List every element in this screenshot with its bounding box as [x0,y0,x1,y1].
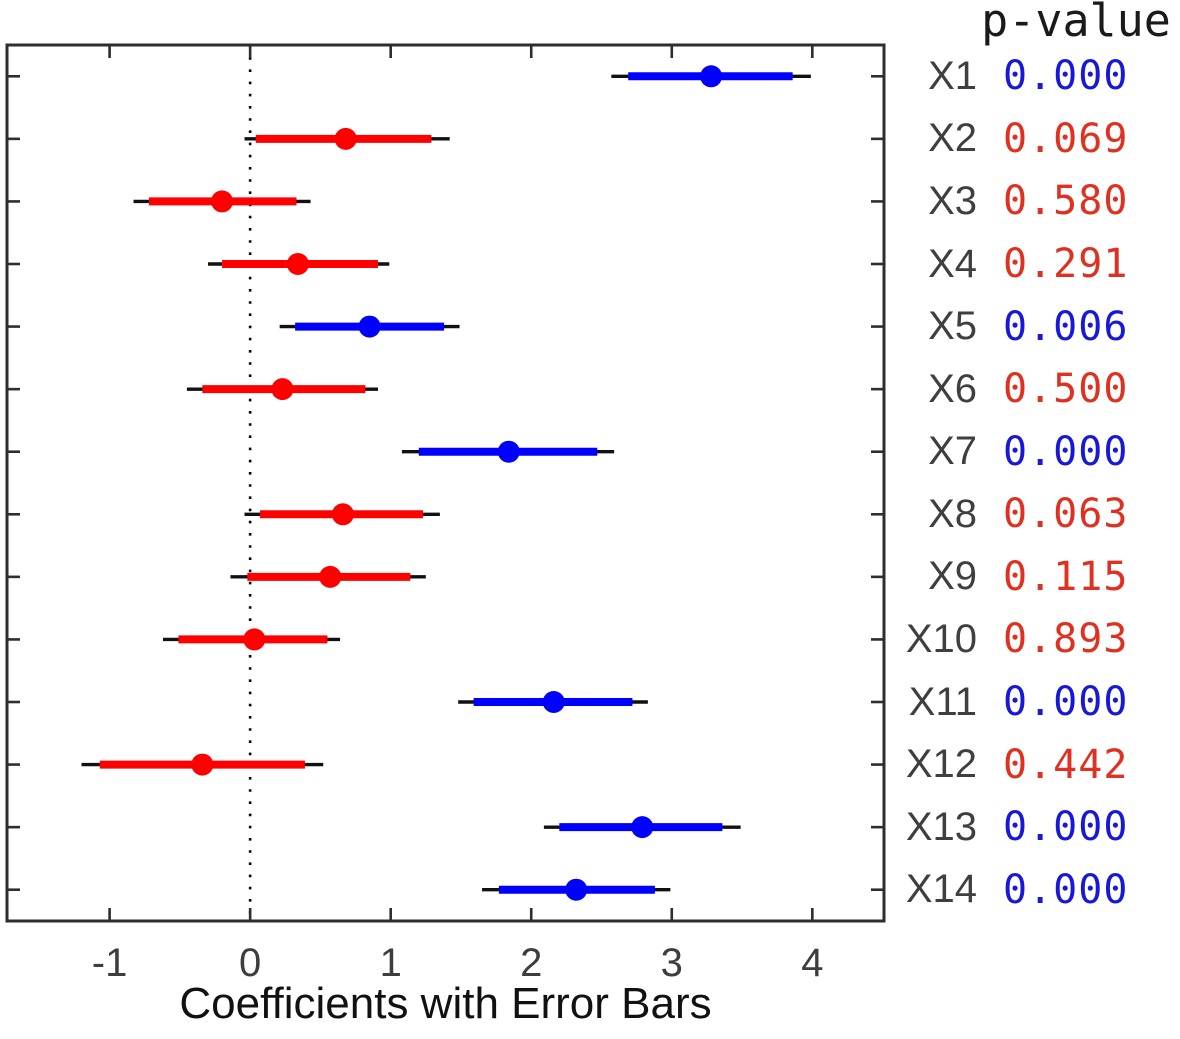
p-value: 0.000 [1003,804,1129,851]
variable-label: X6 [928,366,977,411]
coefficient-marker [542,691,565,713]
pvalue-row-X14: X14 0.000 [892,867,1180,913]
errorbar-row-X12 [81,753,324,776]
variable-label: X3 [928,178,977,223]
pvalue-row-X1: X1 0.000 [892,53,1180,99]
variable-label: X8 [928,491,977,536]
variable-label: X13 [905,804,977,849]
variable-label: X2 [928,116,977,161]
errorbar-row-X8 [244,503,440,526]
p-value: 0.006 [1003,303,1129,350]
errorbar-row-X1 [611,65,811,88]
variable-label: X5 [928,304,977,349]
errorbar-row-X11 [458,691,648,713]
pvalue-row-X9: X9 0.115 [892,554,1180,600]
x-axis-label: Coefficients with Error Bars [179,979,712,1028]
p-value: 0.000 [1003,53,1129,100]
p-value: 0.000 [1003,866,1129,913]
p-value: 0.115 [1003,553,1129,600]
coefficient-marker [331,503,354,526]
errorbar-row-X6 [186,378,379,401]
p-value: 0.580 [1003,178,1129,225]
p-value: 0.500 [1003,366,1129,413]
p-value: 0.893 [1003,616,1129,663]
pvalue-row-X8: X8 0.063 [892,491,1180,537]
errorbar-row-X3 [133,190,311,213]
pvalue-row-X3: X3 0.580 [892,178,1180,224]
plot-frame [5,43,886,923]
errorbar-row-X5 [279,315,460,338]
pvalue-row-X6: X6 0.500 [892,366,1180,412]
variable-label: X10 [905,616,977,661]
coefficient-marker [286,253,309,275]
coefficient-marker [700,65,723,88]
variable-label: X1 [928,53,977,98]
coefficient-marker [565,878,588,901]
p-value: 0.063 [1003,491,1129,538]
pvalue-row-X12: X12 0.442 [892,742,1180,788]
errorbar-row-X14 [482,878,671,901]
x-tick-label: -1 [92,941,128,985]
errorbar-row-X4 [207,253,390,275]
coefficient-marker [271,378,294,401]
coefficient-marker [334,127,357,150]
p-value: 0.291 [1003,241,1129,287]
p-value: 0.000 [1003,428,1129,475]
variable-label: X4 [928,241,977,286]
p-value: 0.069 [1003,115,1129,162]
x-tick-label: 4 [801,941,823,985]
coefficient-marker [631,816,654,839]
coefficient-marker [191,753,214,776]
pvalue-row-X4: X4 0.291 [892,241,1180,287]
pvalue-row-X7: X7 0.000 [892,429,1180,475]
errorbar-row-X9 [230,565,426,588]
pvalue-row-X13: X13 0.000 [892,804,1180,850]
pvalue-row-X11: X11 0.000 [892,679,1180,725]
x-tick-label: 2 [520,941,542,985]
pvalue-row-X2: X2 0.069 [892,116,1180,162]
errorbar-row-X2 [244,127,450,150]
p-value: 0.000 [1003,679,1129,725]
coefficient-marker [243,628,266,651]
x-tick-label: 3 [661,941,683,985]
coefficient-marker [497,440,520,463]
pvalue-row-X5: X5 0.006 [892,304,1180,350]
variable-label: X14 [905,867,977,912]
p-value: 0.442 [1003,741,1129,788]
variable-label: X9 [928,554,977,599]
p-value-column-header: p-value [981,0,1171,47]
coefficient-marker [319,565,342,588]
variable-label: X11 [908,679,977,724]
pvalue-row-X10: X10 0.893 [892,616,1180,662]
variable-label: X12 [905,742,977,787]
errorbar-row-X13 [543,816,741,839]
x-tick-label: 0 [239,941,261,985]
coefficient-marker [211,190,234,213]
errorbar-row-X10 [163,628,341,651]
variable-label: X7 [928,429,977,474]
coefficient-marker [358,315,381,338]
errorbar-row-X7 [401,440,615,463]
x-tick-label: 1 [380,941,402,985]
